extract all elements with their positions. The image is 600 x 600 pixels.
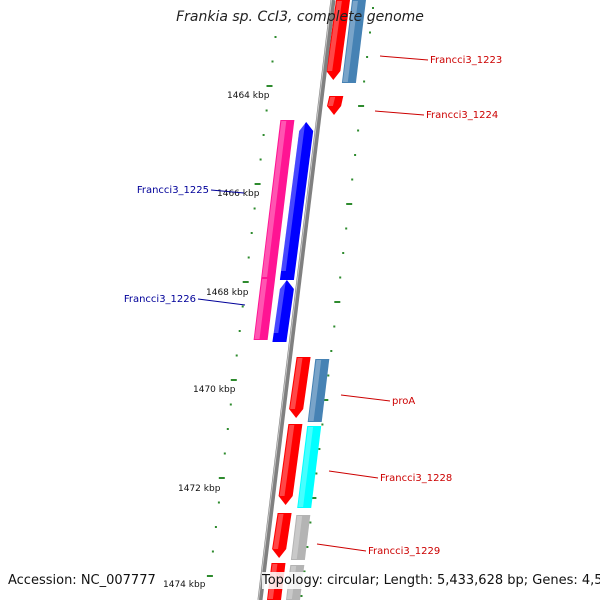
- minor-tick: [330, 350, 333, 352]
- minor-tick: [351, 178, 354, 181]
- minor-tick: [274, 36, 277, 38]
- major-tick: [242, 281, 249, 283]
- minor-tick: [265, 109, 268, 112]
- gene-proa: [307, 359, 330, 422]
- minor-tick: [363, 80, 366, 83]
- major-tick: [230, 379, 237, 381]
- map-title: Frankia sp. CcI3, complete genome: [176, 9, 424, 25]
- minor-tick: [247, 256, 250, 259]
- minor-tick: [345, 227, 348, 230]
- kbp-label: 1464 kbp: [227, 91, 270, 101]
- minor-tick: [226, 428, 229, 430]
- minor-tick: [327, 374, 330, 377]
- minor-tick: [211, 550, 214, 553]
- minor-tick: [339, 276, 342, 279]
- major-tick: [206, 575, 213, 577]
- minor-tick: [333, 325, 336, 328]
- orf-red-1228: [278, 424, 303, 505]
- minor-tick: [214, 526, 217, 528]
- gene-francci3-1225: [279, 122, 314, 280]
- gene-francci3-1229: [290, 515, 311, 560]
- minor-tick: [306, 546, 309, 548]
- minor-tick: [366, 56, 369, 58]
- kbp-label: 1468 kbp: [206, 288, 249, 298]
- major-tick: [358, 105, 365, 107]
- minor-tick: [235, 354, 238, 357]
- minor-tick: [217, 501, 220, 504]
- minor-tick: [259, 158, 262, 161]
- kbp-label: 1472 kbp: [178, 484, 221, 494]
- kbp-label: 1466 kbp: [217, 189, 260, 199]
- minor-tick: [315, 472, 318, 475]
- tick-marks: [206, 7, 374, 597]
- gene-label-francci3-1225: Francci3_1225: [137, 185, 209, 196]
- minor-tick: [223, 452, 226, 455]
- gene-francci3-1225-pink: [261, 120, 295, 278]
- orf-red-top: [326, 0, 350, 80]
- major-tick: [346, 203, 353, 205]
- minor-tick: [342, 252, 345, 254]
- minor-tick: [369, 31, 371, 34]
- accession-text: Accession: NC_007777: [8, 572, 156, 589]
- kbp-labels: 1464 kbp 1466 kbp 1468 kbp 1470 kbp 1472…: [163, 91, 270, 590]
- label-leader-lines: [197, 55, 429, 552]
- genome-summary-text: Topology: circular; Length: 5,433,628 bp…: [262, 572, 600, 589]
- gene-francci3-1226: [272, 280, 294, 342]
- gene-labels: Francci3_1223 Francci3_1224 Francci3_122…: [124, 55, 502, 557]
- gene-francci3-1223: [341, 0, 366, 83]
- minor-tick: [250, 232, 253, 234]
- gene-label-francci3-1223: Francci3_1223: [430, 55, 502, 66]
- gene-label-francci3-1226: Francci3_1226: [124, 294, 196, 305]
- gene-label-francci3-1224: Francci3_1224: [426, 110, 498, 121]
- minor-tick: [309, 521, 312, 524]
- minor-tick: [238, 330, 241, 332]
- minor-tick: [321, 423, 324, 426]
- major-tick: [334, 301, 341, 303]
- orf-red-1229: [272, 513, 292, 558]
- kbp-label: 1474 kbp: [163, 580, 206, 590]
- minor-tick: [229, 403, 232, 406]
- gene-francci3-1224: [327, 96, 344, 115]
- major-tick: [322, 399, 329, 401]
- minor-tick: [241, 305, 244, 308]
- minor-tick: [318, 448, 321, 450]
- minor-tick: [271, 60, 274, 63]
- minor-tick: [357, 129, 360, 132]
- major-tick: [266, 85, 273, 87]
- gene-label-francci3-1228: Francci3_1228: [380, 473, 452, 484]
- minor-tick: [303, 570, 306, 573]
- minor-tick: [372, 7, 374, 9]
- gene-label-proa: proA: [392, 396, 415, 407]
- major-tick: [254, 183, 261, 185]
- gene-francci3-1228: [297, 426, 322, 508]
- orf-red-proa: [289, 357, 311, 418]
- gene-francci3-1226-pink: [253, 278, 276, 340]
- genome-backbone-highlight: [258, 0, 332, 600]
- minor-tick: [262, 134, 265, 136]
- genome-backbone: [257, 0, 336, 600]
- minor-tick: [253, 207, 256, 210]
- gene-label-francci3-1229: Francci3_1229: [368, 546, 440, 557]
- minor-tick: [300, 595, 303, 597]
- minor-tick: [354, 154, 357, 156]
- kbp-label: 1470 kbp: [193, 385, 236, 395]
- major-tick: [310, 497, 317, 499]
- major-tick: [218, 477, 225, 479]
